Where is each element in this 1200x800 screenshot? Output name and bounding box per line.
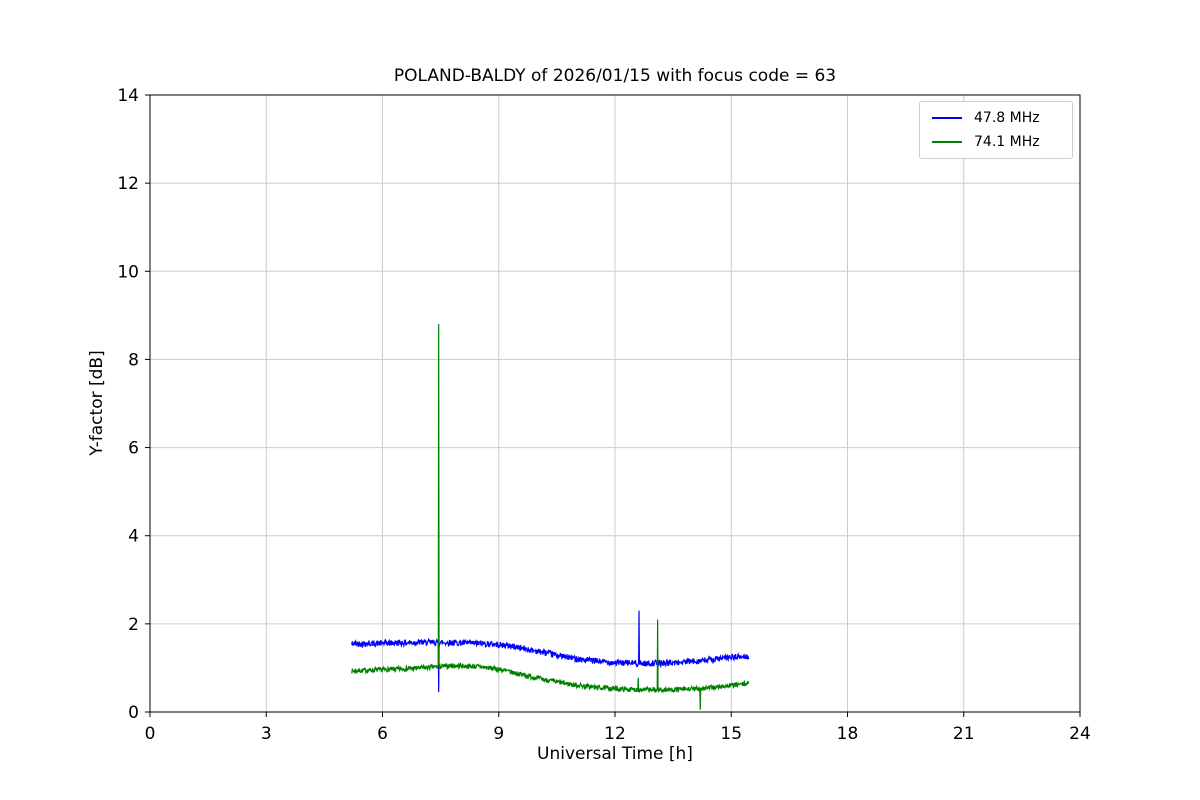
x-tick-label: 24 — [1069, 724, 1091, 744]
y-tick-label: 0 — [128, 703, 139, 723]
legend-label: 47.8 MHz — [974, 110, 1040, 126]
x-tick-label: 9 — [493, 724, 504, 744]
series-line-0 — [350, 610, 750, 693]
y-tick-label: 14 — [117, 86, 139, 106]
x-tick-label: 0 — [145, 724, 156, 744]
legend: 47.8 MHz 74.1 MHz — [919, 101, 1073, 159]
y-tick-label: 4 — [128, 527, 139, 547]
y-tick-label: 8 — [128, 350, 139, 370]
series-line-1 — [351, 324, 750, 710]
y-tick-label: 12 — [117, 174, 139, 194]
x-tick-label: 21 — [953, 724, 975, 744]
y-tick-label: 2 — [128, 615, 139, 635]
legend-line-swatch — [932, 117, 962, 119]
x-tick-label: 15 — [720, 724, 742, 744]
x-axis-label: Universal Time [h] — [537, 744, 693, 764]
legend-line-swatch — [932, 141, 962, 143]
x-tick-label: 12 — [604, 724, 626, 744]
y-tick-label: 6 — [128, 439, 139, 459]
y-tick-label: 10 — [117, 262, 139, 282]
x-tick-label: 3 — [261, 724, 272, 744]
chart-title: POLAND-BALDY of 2026/01/15 with focus co… — [393, 66, 837, 86]
x-tick-label: 6 — [377, 724, 388, 744]
legend-label: 74.1 MHz — [974, 134, 1040, 150]
x-tick-label: 18 — [837, 724, 859, 744]
legend-entry: 74.1 MHz — [932, 134, 1060, 150]
legend-entry: 47.8 MHz — [932, 110, 1060, 126]
